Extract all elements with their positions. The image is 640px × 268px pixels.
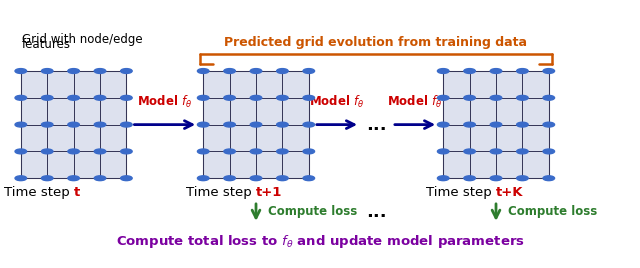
Circle shape — [224, 149, 236, 154]
Circle shape — [94, 176, 106, 181]
Circle shape — [303, 122, 315, 127]
Circle shape — [464, 95, 476, 100]
Circle shape — [438, 95, 449, 100]
Circle shape — [543, 95, 555, 100]
Circle shape — [516, 149, 528, 154]
Circle shape — [120, 176, 132, 181]
Circle shape — [68, 122, 79, 127]
Circle shape — [276, 69, 288, 73]
Text: t+K: t+K — [496, 187, 524, 199]
Circle shape — [516, 95, 528, 100]
Circle shape — [15, 149, 27, 154]
Text: Time step: Time step — [426, 187, 496, 199]
Circle shape — [303, 149, 315, 154]
Circle shape — [42, 176, 53, 181]
Circle shape — [15, 95, 27, 100]
Circle shape — [42, 122, 53, 127]
Circle shape — [224, 122, 236, 127]
Circle shape — [438, 122, 449, 127]
Circle shape — [464, 176, 476, 181]
Bar — [204, 71, 309, 178]
Text: Time step: Time step — [4, 187, 74, 199]
Text: t+1: t+1 — [256, 187, 282, 199]
Circle shape — [94, 149, 106, 154]
Circle shape — [15, 176, 27, 181]
Circle shape — [490, 69, 502, 73]
Circle shape — [464, 122, 476, 127]
Circle shape — [464, 149, 476, 154]
Circle shape — [490, 149, 502, 154]
Circle shape — [543, 122, 555, 127]
Circle shape — [224, 69, 236, 73]
Bar — [20, 71, 127, 178]
Circle shape — [250, 95, 262, 100]
Circle shape — [94, 95, 106, 100]
Circle shape — [543, 69, 555, 73]
Circle shape — [42, 69, 53, 73]
Circle shape — [250, 176, 262, 181]
Circle shape — [68, 176, 79, 181]
Circle shape — [15, 69, 27, 73]
Text: Time step: Time step — [186, 187, 256, 199]
Circle shape — [94, 69, 106, 73]
Circle shape — [516, 176, 528, 181]
Circle shape — [303, 95, 315, 100]
Text: Predicted grid evolution from training data: Predicted grid evolution from training d… — [225, 36, 527, 49]
Circle shape — [490, 122, 502, 127]
Text: Model $f_\theta$: Model $f_\theta$ — [137, 94, 193, 110]
Circle shape — [224, 176, 236, 181]
Circle shape — [42, 95, 53, 100]
Circle shape — [464, 69, 476, 73]
Circle shape — [120, 122, 132, 127]
Text: Model $f_\theta$: Model $f_\theta$ — [387, 94, 443, 110]
Circle shape — [197, 149, 209, 154]
Circle shape — [276, 95, 288, 100]
Text: ...: ... — [365, 203, 387, 221]
Circle shape — [490, 176, 502, 181]
Circle shape — [197, 122, 209, 127]
Circle shape — [438, 149, 449, 154]
Circle shape — [68, 69, 79, 73]
Bar — [443, 71, 548, 178]
Circle shape — [303, 176, 315, 181]
Text: Grid with node/edge: Grid with node/edge — [22, 32, 143, 46]
Circle shape — [120, 95, 132, 100]
Circle shape — [250, 122, 262, 127]
Circle shape — [438, 69, 449, 73]
Circle shape — [490, 95, 502, 100]
Circle shape — [543, 149, 555, 154]
Text: Compute loss: Compute loss — [268, 204, 356, 218]
Text: features: features — [22, 38, 71, 51]
Text: ...: ... — [365, 116, 387, 134]
Circle shape — [276, 149, 288, 154]
Circle shape — [197, 69, 209, 73]
Circle shape — [197, 95, 209, 100]
Text: t: t — [74, 187, 80, 199]
Circle shape — [543, 176, 555, 181]
Circle shape — [516, 122, 528, 127]
Text: Model $f_\theta$: Model $f_\theta$ — [309, 94, 365, 110]
Circle shape — [120, 149, 132, 154]
Circle shape — [250, 149, 262, 154]
Circle shape — [42, 149, 53, 154]
Circle shape — [276, 176, 288, 181]
Circle shape — [120, 69, 132, 73]
Circle shape — [224, 95, 236, 100]
Circle shape — [516, 69, 528, 73]
Circle shape — [276, 122, 288, 127]
Circle shape — [303, 69, 315, 73]
Circle shape — [250, 69, 262, 73]
Text: Compute loss: Compute loss — [508, 204, 596, 218]
Circle shape — [94, 122, 106, 127]
Circle shape — [68, 95, 79, 100]
Circle shape — [68, 149, 79, 154]
Text: Compute total loss to $f_\theta$ and update model parameters: Compute total loss to $f_\theta$ and upd… — [116, 233, 524, 250]
Circle shape — [197, 176, 209, 181]
Circle shape — [15, 122, 27, 127]
Circle shape — [438, 176, 449, 181]
